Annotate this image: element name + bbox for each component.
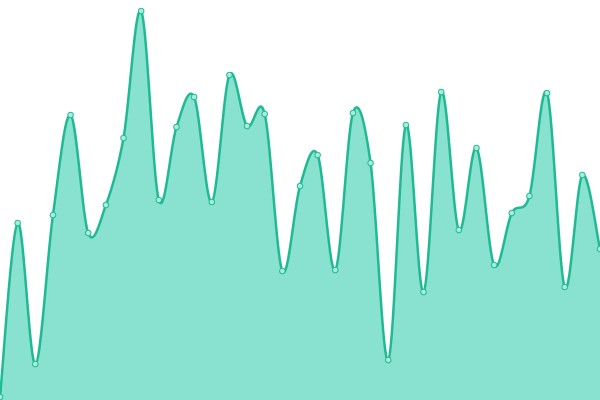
data-point	[367, 159, 374, 167]
data-point	[420, 288, 427, 296]
data-point	[137, 7, 145, 15]
data-point	[173, 123, 180, 131]
data-point	[579, 171, 586, 179]
data-point	[226, 71, 233, 79]
data-point	[455, 226, 463, 234]
data-point	[331, 266, 339, 274]
data-point	[437, 88, 445, 96]
data-point	[384, 356, 392, 364]
data-point	[402, 121, 410, 129]
data-point	[14, 219, 21, 227]
data-point	[473, 144, 480, 152]
area-fill	[0, 10, 600, 400]
data-point	[243, 122, 251, 130]
data-point	[67, 111, 74, 119]
data-point	[314, 151, 321, 159]
data-point	[596, 245, 600, 253]
data-point	[296, 182, 304, 190]
data-point	[190, 93, 198, 101]
data-point	[49, 211, 57, 219]
data-point	[508, 209, 516, 217]
data-point	[349, 109, 357, 117]
data-point	[84, 229, 92, 237]
data-point	[155, 196, 163, 204]
data-point	[543, 89, 551, 97]
data-point	[279, 267, 286, 275]
data-point	[261, 110, 269, 118]
data-point	[490, 261, 498, 269]
data-point	[31, 360, 39, 368]
data-point	[561, 283, 569, 291]
data-point	[120, 134, 127, 142]
data-point	[102, 201, 110, 209]
data-point	[208, 198, 216, 206]
data-point	[526, 192, 533, 200]
data-point	[0, 393, 4, 400]
